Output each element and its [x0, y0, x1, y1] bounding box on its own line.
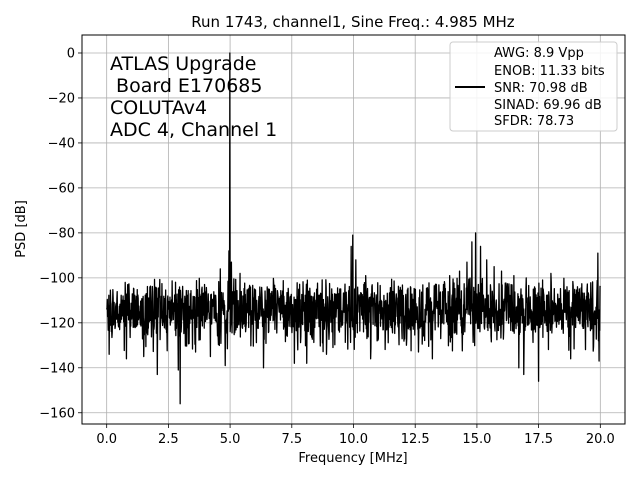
x-tick-label: 15.0: [462, 432, 491, 447]
annotation-line: ADC 4, Channel 1: [110, 119, 277, 141]
x-tick-label: 7.5: [281, 432, 302, 447]
legend-entry: ENOB: 11.33 bits: [494, 64, 605, 79]
y-tick-label: −140: [39, 361, 75, 376]
y-tick-label: −40: [48, 136, 75, 151]
legend-entry: SINAD: 69.96 dB: [494, 98, 602, 113]
series-group: [106, 52, 601, 405]
x-tick-label: 5.0: [220, 432, 241, 447]
y-tick-label: −80: [48, 226, 75, 241]
annotation-block: ATLAS Upgrade Board E170685 COLUTAv4 ADC…: [110, 53, 277, 141]
x-axis-ticks: 0.0 2.5 5.0 7.5 10.0 12.5 15.0 17.5 20.0: [96, 424, 615, 447]
annotation-line: Board E170685: [110, 75, 262, 97]
x-tick-label: 10.0: [339, 432, 368, 447]
legend-entry: SFDR: 78.73: [494, 114, 574, 129]
y-tick-label: −100: [39, 271, 75, 286]
y-tick-label: 0: [67, 46, 75, 61]
annotation-line: COLUTAv4: [110, 97, 207, 119]
x-tick-label: 0.0: [96, 432, 117, 447]
y-tick-label: −60: [48, 181, 75, 196]
chart-title: Run 1743, channel1, Sine Freq.: 4.985 MH…: [191, 13, 515, 31]
x-tick-label: 20.0: [586, 432, 615, 447]
x-tick-label: 2.5: [158, 432, 179, 447]
x-tick-label: 12.5: [401, 432, 430, 447]
x-tick-label: 17.5: [524, 432, 553, 447]
y-tick-label: −20: [48, 91, 75, 106]
y-tick-label: −120: [39, 316, 75, 331]
legend: AWG: 8.9 Vpp ENOB: 11.33 bits SNR: 70.98…: [449, 41, 618, 132]
y-tick-label: −160: [39, 406, 75, 421]
legend-entry: SNR: 70.98 dB: [494, 81, 588, 96]
annotation-line: ATLAS Upgrade: [110, 53, 256, 75]
y-axis-ticks: 0 −20 −40 −60 −80 −100 −120 −140 −160: [39, 46, 82, 421]
y-axis-label: PSD [dB]: [14, 200, 29, 258]
legend-entry: AWG: 8.9 Vpp: [494, 46, 584, 61]
x-axis-label: Frequency [MHz]: [298, 451, 407, 466]
psd-series-line: [106, 52, 601, 405]
legend-box: [449, 41, 618, 132]
